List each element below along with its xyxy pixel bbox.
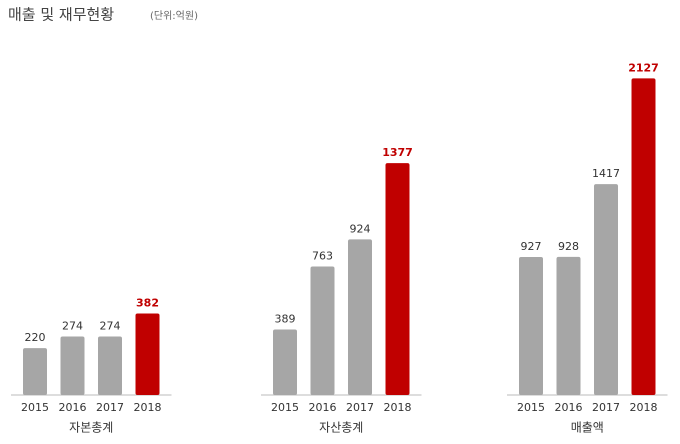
value-label: 389	[275, 312, 296, 325]
bar	[60, 336, 85, 395]
x-tick-label: 2016	[309, 401, 337, 414]
x-tick-label: 2017	[96, 401, 124, 414]
value-label: 274	[62, 320, 83, 333]
x-tick-label: 2016	[555, 401, 583, 414]
x-tick-label: 2016	[59, 401, 87, 414]
x-tick-label: 2015	[271, 401, 299, 414]
bar	[273, 329, 297, 395]
panel-title: 매출액	[571, 421, 604, 435]
bar	[98, 336, 122, 395]
panel-title: 자산총계	[319, 421, 363, 435]
value-label: 1377	[382, 146, 413, 159]
x-tick-label: 2018	[630, 401, 658, 414]
x-tick-label: 2017	[346, 401, 374, 414]
value-label: 1417	[592, 167, 620, 180]
value-label: 274	[100, 320, 121, 333]
value-label: 924	[350, 222, 371, 235]
bar	[594, 184, 618, 395]
x-tick-label: 2015	[517, 401, 545, 414]
bar	[310, 266, 335, 395]
panel-title: 자본총계	[69, 421, 113, 435]
page-title: 매출 및 재무현황	[8, 6, 114, 24]
x-tick-label: 2015	[21, 401, 49, 414]
bar	[519, 257, 543, 395]
bar	[631, 78, 656, 396]
value-label: 928	[558, 240, 579, 253]
x-tick-label: 2018	[384, 401, 412, 414]
bar	[135, 313, 160, 395]
value-label: 927	[521, 240, 542, 253]
x-tick-label: 2018	[134, 401, 162, 414]
unit-note: (단위:억원)	[150, 9, 198, 22]
bar	[348, 239, 372, 395]
value-label: 763	[312, 249, 333, 262]
x-tick-label: 2017	[592, 401, 620, 414]
bar	[23, 348, 47, 395]
value-label: 220	[25, 331, 46, 344]
value-label: 382	[136, 297, 159, 310]
value-label: 2127	[628, 61, 659, 74]
bar	[385, 163, 410, 395]
bar	[556, 256, 581, 395]
